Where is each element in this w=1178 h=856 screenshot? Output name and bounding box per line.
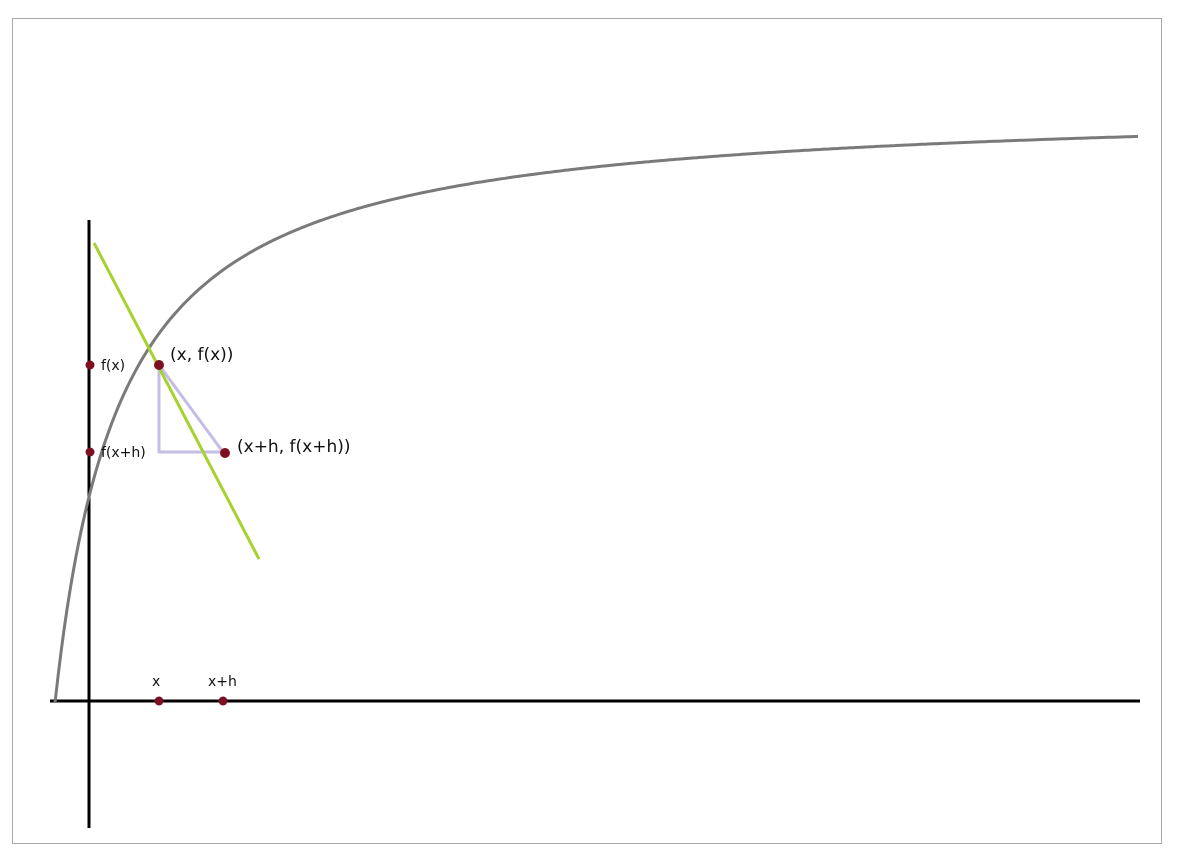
point-a-label: (x, f(x)): [170, 345, 233, 365]
point-b: [220, 448, 230, 458]
point-fxh-tick: [85, 447, 95, 457]
fxh-tick-label: f(x+h): [101, 445, 146, 461]
fx-tick-label: f(x): [101, 358, 125, 374]
point-b-label: (x+h, f(x+h)): [237, 437, 350, 457]
x-tick-label: x: [152, 674, 160, 690]
secant-triangle: [157, 364, 225, 454]
point-xh-tick: [218, 696, 228, 706]
point-x-tick: [154, 696, 164, 706]
xh-tick-label: x+h: [208, 674, 237, 690]
function-curve: [53, 134, 1139, 704]
point-a: [154, 360, 164, 370]
diagram-frame: [12, 18, 1162, 844]
tangent-line: [92, 242, 261, 560]
point-fx-tick: [85, 360, 95, 370]
